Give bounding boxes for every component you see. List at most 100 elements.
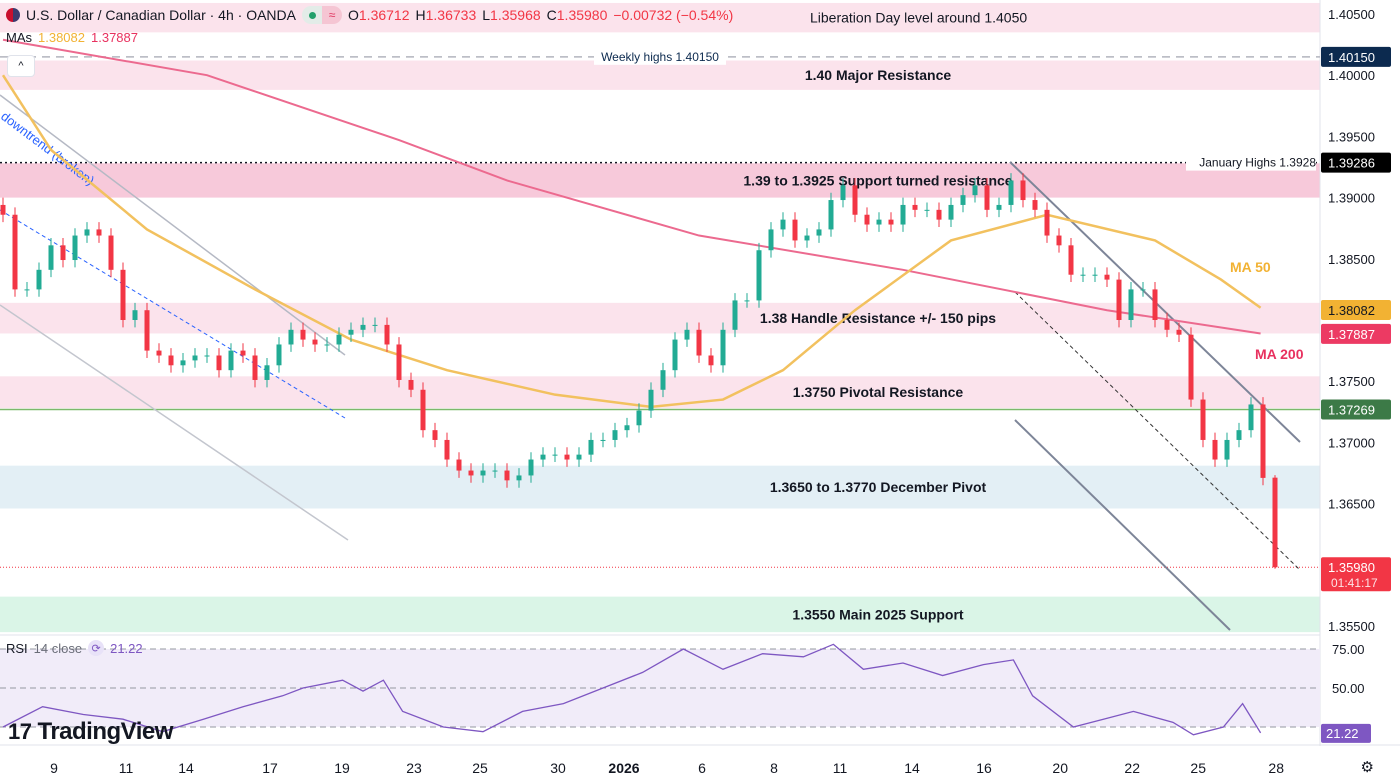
zone-band[interactable]	[0, 163, 1320, 198]
candle[interactable]	[108, 228, 114, 278]
candle[interactable]	[576, 447, 582, 467]
candle[interactable]	[528, 452, 534, 483]
candle[interactable]	[1104, 267, 1110, 287]
channel-mid-dashed[interactable]	[1014, 291, 1301, 571]
candle[interactable]	[1212, 432, 1218, 467]
candle[interactable]	[264, 357, 270, 388]
trendline-upper-grey[interactable]	[0, 94, 346, 356]
candle[interactable]	[468, 463, 474, 483]
candle[interactable]	[636, 403, 642, 433]
candle[interactable]	[828, 192, 834, 237]
candle[interactable]	[540, 447, 546, 467]
candle[interactable]	[864, 207, 870, 232]
zone-band[interactable]	[0, 60, 1320, 90]
time-axis[interactable]	[0, 746, 1400, 781]
candle[interactable]	[216, 348, 222, 378]
candle[interactable]	[1164, 312, 1170, 338]
symbol-title[interactable]: U.S. Dollar / Canadian Dollar · 4h · OAN…	[26, 7, 296, 23]
candle[interactable]	[408, 372, 414, 398]
candle[interactable]	[924, 202, 930, 218]
zone-band[interactable]	[0, 302, 1320, 334]
settings-gear-icon[interactable]: ⚙	[1360, 759, 1374, 776]
candle[interactable]	[192, 348, 198, 368]
candle[interactable]	[648, 382, 654, 418]
candle[interactable]	[252, 348, 258, 388]
candle[interactable]	[780, 212, 786, 237]
candle[interactable]	[456, 452, 462, 478]
candle[interactable]	[324, 337, 330, 352]
candle[interactable]	[444, 432, 450, 467]
candle[interactable]	[912, 197, 918, 218]
candle[interactable]	[336, 327, 342, 352]
candle[interactable]	[1080, 267, 1086, 283]
candle[interactable]	[384, 317, 390, 352]
candle[interactable]	[684, 322, 690, 347]
candle[interactable]	[936, 202, 942, 227]
candle[interactable]	[564, 447, 570, 467]
candle[interactable]	[72, 228, 78, 268]
candle[interactable]	[852, 178, 858, 223]
candle[interactable]	[300, 322, 306, 347]
candle[interactable]	[1020, 173, 1026, 208]
candle[interactable]	[1068, 237, 1074, 283]
candle[interactable]	[984, 178, 990, 218]
candle[interactable]	[900, 197, 906, 232]
candle[interactable]	[1272, 475, 1278, 569]
candle[interactable]	[972, 178, 978, 203]
candle[interactable]	[312, 332, 318, 352]
candle[interactable]	[660, 362, 666, 398]
candle[interactable]	[36, 262, 42, 297]
candle[interactable]	[1140, 282, 1146, 297]
market-status[interactable]: ≈	[302, 6, 342, 24]
candle[interactable]	[504, 463, 510, 488]
candle[interactable]	[396, 337, 402, 388]
candle[interactable]	[612, 422, 618, 448]
candle[interactable]	[996, 197, 1002, 218]
candle[interactable]	[1116, 272, 1122, 328]
candle[interactable]	[1008, 173, 1014, 213]
candle[interactable]	[792, 212, 798, 248]
candle[interactable]	[744, 293, 750, 308]
candle[interactable]	[480, 463, 486, 483]
trendline-lower-grey[interactable]	[0, 304, 349, 541]
candle[interactable]	[708, 348, 714, 373]
candle[interactable]	[1032, 192, 1038, 218]
candle[interactable]	[672, 332, 678, 378]
zone-band[interactable]	[0, 596, 1320, 633]
candle[interactable]	[768, 222, 774, 258]
candle[interactable]	[288, 322, 294, 352]
candle[interactable]	[144, 302, 150, 358]
candle[interactable]	[1176, 322, 1182, 343]
candle[interactable]	[816, 222, 822, 243]
candle[interactable]	[1152, 282, 1158, 328]
candle[interactable]	[0, 197, 6, 223]
candle[interactable]	[876, 212, 882, 232]
zone-band[interactable]	[0, 465, 1320, 509]
candle[interactable]	[756, 242, 762, 308]
candle[interactable]	[360, 317, 366, 338]
candle[interactable]	[696, 322, 702, 363]
zone-band[interactable]	[0, 2, 1320, 33]
collapse-legend-button[interactable]: ^	[7, 55, 35, 77]
candle[interactable]	[1092, 267, 1098, 283]
candle[interactable]	[960, 187, 966, 213]
candle[interactable]	[120, 262, 126, 328]
candle[interactable]	[516, 468, 522, 488]
candle[interactable]	[552, 447, 558, 462]
candle[interactable]	[1236, 422, 1242, 448]
candle[interactable]	[888, 212, 894, 232]
candle[interactable]	[624, 417, 630, 438]
candle[interactable]	[1248, 397, 1254, 438]
candle[interactable]	[1044, 202, 1050, 243]
candle[interactable]	[1056, 228, 1062, 253]
channel-bottom-line[interactable]	[1014, 419, 1231, 631]
mas-legend[interactable]: MAs 1.38082 1.37887	[6, 30, 138, 45]
zone-band[interactable]	[0, 376, 1320, 409]
price-axis[interactable]	[1321, 0, 1400, 744]
candle[interactable]	[168, 348, 174, 373]
candle[interactable]	[588, 432, 594, 462]
candle[interactable]	[1200, 392, 1206, 448]
candle[interactable]	[840, 178, 846, 208]
candle[interactable]	[204, 348, 210, 363]
